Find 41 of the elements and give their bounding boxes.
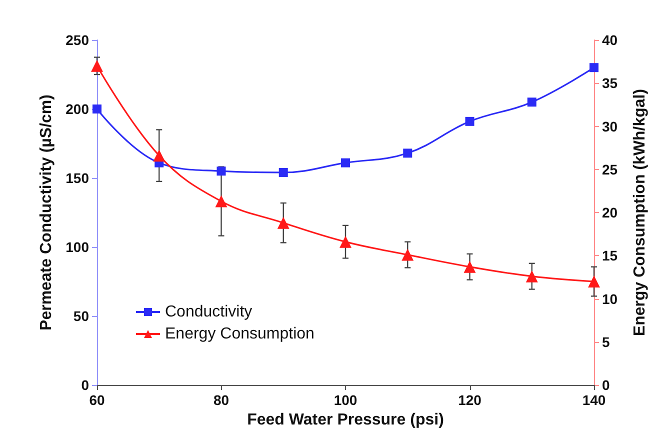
y-tick-label: 0 [81, 377, 90, 393]
x-tick-label: 80 [213, 392, 230, 408]
legend-label: Energy Consumption [165, 326, 314, 342]
x-axis-title: Feed Water Pressure (psi) [247, 411, 444, 428]
point [527, 98, 536, 107]
y-tick-label: 50 [73, 308, 90, 324]
point [91, 60, 103, 72]
point [465, 116, 474, 126]
point [590, 63, 598, 72]
y2-tick-label: 35 [602, 75, 618, 92]
point [402, 248, 414, 261]
point [278, 168, 288, 177]
y2-tick-label: 40 [602, 32, 618, 48]
y2-tick-label: 15 [602, 248, 618, 264]
y-tick-label: 150 [66, 170, 90, 186]
point [92, 104, 102, 114]
x-tick-label: 140 [582, 392, 606, 408]
x-tick-label: 120 [458, 392, 482, 408]
x-tick-label: 100 [334, 392, 358, 408]
point [464, 260, 476, 273]
y2-tick-label: 0 [602, 377, 610, 393]
y2-tick-label: 20 [602, 204, 618, 220]
point [340, 236, 352, 248]
y2-tick-label: 5 [602, 334, 610, 350]
legend-label: Conductivity [165, 304, 252, 320]
point [153, 150, 166, 162]
y2-axis-title: Energy Consumption (kWh/kgal) [632, 88, 648, 336]
y-tick-label: 200 [66, 101, 90, 117]
y2-tick-label: 25 [602, 161, 618, 178]
point [588, 276, 600, 288]
y2-tick-label: 10 [602, 290, 618, 307]
y-axis-title: Permeate Conductivity (µS/cm) [38, 94, 56, 330]
y-tick-label: 250 [66, 32, 90, 48]
point [403, 148, 412, 158]
x-tick-label: 60 [89, 392, 105, 408]
y-tick-label: 100 [66, 239, 90, 255]
point [215, 195, 228, 208]
y2-tick-label: 30 [602, 118, 618, 134]
point [341, 158, 350, 168]
point [277, 216, 290, 229]
point [526, 270, 538, 282]
